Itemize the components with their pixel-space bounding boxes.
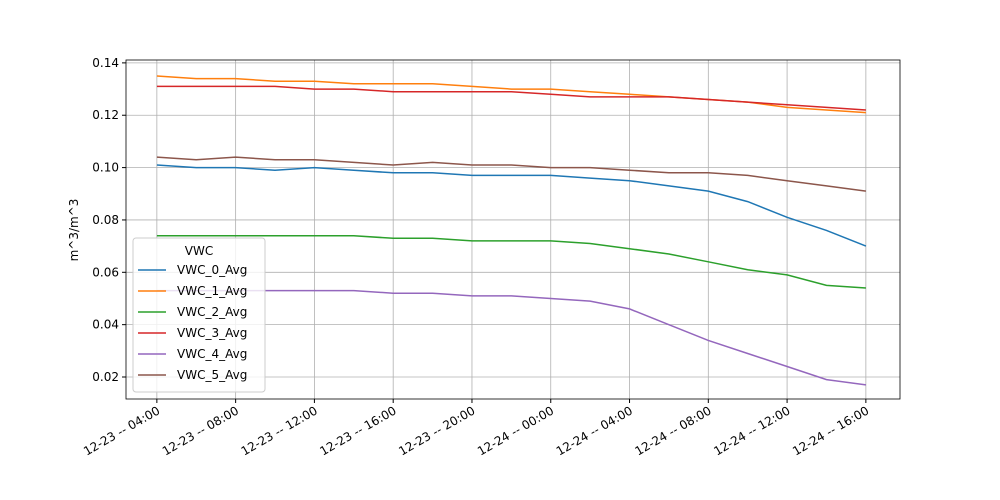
y-tick-label: 0.12 <box>92 108 119 122</box>
x-tick-label: 12-24 -- 12:00 <box>711 403 792 458</box>
legend: VWC VWC_0_Avg VWC_1_Avg VWC_2_Avg VWC_3_Avg V… <box>132 237 266 393</box>
series-line <box>156 156 866 192</box>
y-tick-label: 0.04 <box>92 318 119 332</box>
series-line <box>156 164 867 247</box>
x-tick-label: 12-23 -- 20:00 <box>396 403 477 458</box>
x-tick-label: 12-23 -- 16:00 <box>317 403 398 458</box>
x-tick-label: 12-24 -- 04:00 <box>554 403 635 458</box>
y-tick-label: 0.10 <box>92 161 119 175</box>
x-tick-label: 12-24 -- 00:00 <box>475 403 556 458</box>
x-tick-label: 12-24 -- 16:00 <box>790 403 871 458</box>
x-tick-label: 12-23 -- 04:00 <box>81 403 162 458</box>
y-axis-label: m^3/m^3 <box>67 199 81 262</box>
y-tick-label: 0.02 <box>92 370 119 384</box>
y-tick-label: 0.14 <box>92 56 119 70</box>
legend-label: VWC_1_Avg <box>177 284 247 298</box>
x-tick-label: 12-23 -- 08:00 <box>160 403 241 458</box>
series-line <box>156 75 866 114</box>
legend-label: VWC_5_Avg <box>177 368 247 382</box>
legend-label: VWC_2_Avg <box>177 305 247 319</box>
y-tick-label: 0.08 <box>92 213 119 227</box>
series-line <box>156 289 866 386</box>
legend-label: VWC_4_Avg <box>177 347 247 361</box>
y-tick-label: 0.06 <box>92 265 119 279</box>
legend-title: VWC <box>185 244 213 258</box>
series-line <box>156 85 866 111</box>
series-line <box>156 234 866 289</box>
x-tick-label: 12-24 -- 08:00 <box>633 403 714 458</box>
legend-label: VWC_3_Avg <box>177 326 247 340</box>
legend-label: VWC_0_Avg <box>177 263 247 277</box>
x-tick-label: 12-23 -- 12:00 <box>239 403 320 458</box>
plot-frame <box>125 59 901 400</box>
